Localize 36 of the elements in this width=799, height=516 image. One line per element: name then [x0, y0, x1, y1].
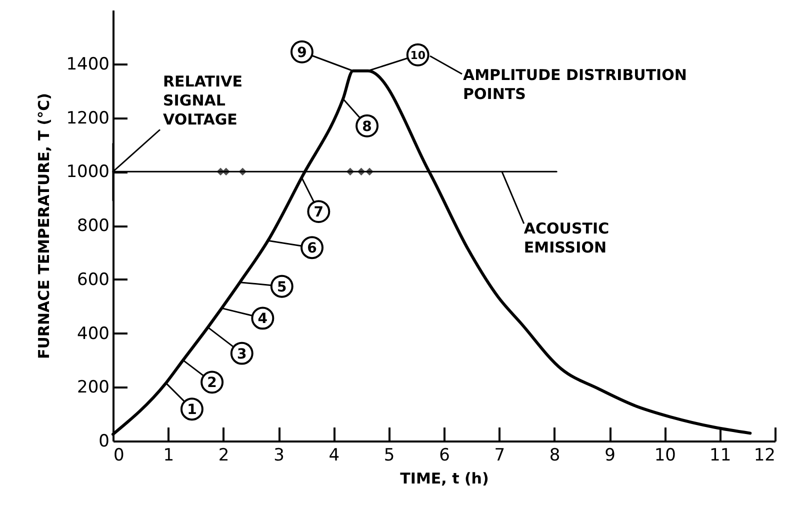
- y-axis-title: FURNACE TEMPERATURE, T (°C): [35, 92, 54, 360]
- y-tick-label: 1000: [66, 162, 110, 182]
- x-tick-label: 11: [710, 446, 732, 466]
- y-tick-label: 0: [98, 432, 110, 452]
- y-tick-label: 1400: [66, 54, 110, 74]
- annotation: RELATIVE SIGNAL VOLTAGE: [163, 72, 242, 129]
- annotation: 3: [237, 346, 247, 362]
- annotation: 5: [277, 279, 287, 296]
- annotation: 1: [187, 402, 197, 418]
- x-tick-label: 12: [754, 446, 776, 466]
- y-tick-label: 600: [77, 270, 110, 290]
- x-tick-label: 6: [439, 446, 450, 466]
- x-tick-label: 3: [274, 446, 284, 466]
- annotation: 10: [410, 48, 426, 62]
- annotation: 7: [314, 204, 324, 221]
- y-tick-label: 800: [77, 216, 110, 236]
- x-tick-label: 8: [549, 446, 560, 466]
- annotation: 2: [207, 375, 217, 392]
- y-tick-label: 1200: [66, 108, 110, 128]
- x-tick-label: 10: [654, 446, 676, 466]
- annotation: AMPLITUDE DISTRIBUTION POINTS: [463, 66, 687, 103]
- annotation: ACOUSTIC EMISSION: [524, 220, 610, 257]
- x-axis-title: TIME, t (h): [400, 470, 489, 488]
- y-tick-label: 200: [77, 378, 110, 398]
- x-tick-label: 2: [218, 446, 230, 466]
- annotation: 8: [362, 118, 372, 135]
- x-tick-label: 5: [384, 446, 395, 466]
- annotation: 9: [297, 44, 307, 61]
- x-tick-label: 0: [114, 446, 124, 466]
- x-tick-label: 7: [494, 446, 506, 466]
- annotation: 4: [258, 311, 268, 328]
- x-tick-label: 1: [163, 446, 174, 466]
- x-tick-label: 4: [328, 446, 340, 466]
- x-tick-label: 9: [604, 446, 616, 466]
- y-tick-label: 400: [77, 324, 110, 344]
- annotation: 6: [307, 240, 317, 257]
